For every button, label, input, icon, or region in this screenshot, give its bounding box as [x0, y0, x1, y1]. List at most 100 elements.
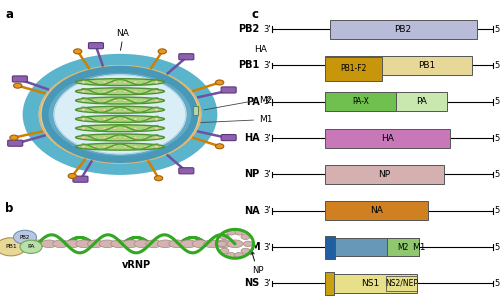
- Circle shape: [154, 176, 163, 181]
- Circle shape: [74, 49, 82, 54]
- Circle shape: [154, 81, 158, 83]
- Circle shape: [102, 108, 106, 111]
- Ellipse shape: [220, 234, 229, 239]
- Text: a: a: [5, 8, 13, 20]
- Text: NA: NA: [116, 29, 129, 38]
- Text: NS1: NS1: [362, 279, 380, 288]
- Ellipse shape: [122, 240, 138, 248]
- Ellipse shape: [45, 69, 195, 160]
- Ellipse shape: [218, 241, 226, 247]
- Text: 3': 3': [263, 279, 270, 288]
- Circle shape: [216, 80, 224, 85]
- Ellipse shape: [76, 143, 164, 150]
- Circle shape: [123, 136, 128, 139]
- FancyBboxPatch shape: [8, 140, 22, 146]
- Text: PA: PA: [246, 97, 260, 107]
- Text: HA: HA: [381, 134, 394, 143]
- Ellipse shape: [76, 134, 164, 141]
- Circle shape: [82, 90, 86, 93]
- Circle shape: [102, 90, 106, 93]
- Circle shape: [154, 118, 158, 120]
- Text: 5': 5': [494, 97, 500, 106]
- Text: PB2: PB2: [20, 235, 30, 240]
- Text: M1: M1: [259, 116, 272, 124]
- Text: 3': 3': [263, 170, 270, 179]
- Circle shape: [102, 145, 106, 148]
- Ellipse shape: [204, 240, 220, 248]
- Circle shape: [154, 145, 158, 148]
- Text: PA-X: PA-X: [352, 97, 368, 106]
- Ellipse shape: [76, 116, 164, 123]
- FancyBboxPatch shape: [73, 176, 88, 182]
- Ellipse shape: [52, 240, 68, 248]
- FancyBboxPatch shape: [88, 43, 104, 49]
- Text: HA: HA: [244, 133, 260, 143]
- FancyBboxPatch shape: [179, 168, 194, 174]
- Text: PA: PA: [416, 97, 427, 106]
- Circle shape: [134, 81, 138, 83]
- Circle shape: [134, 99, 138, 102]
- Text: NS: NS: [244, 278, 260, 288]
- Text: NP: NP: [244, 169, 260, 179]
- Bar: [325, 129, 450, 147]
- Ellipse shape: [28, 59, 212, 170]
- Ellipse shape: [241, 248, 250, 254]
- Text: 5': 5': [494, 134, 500, 143]
- Text: 3': 3': [263, 134, 270, 143]
- Text: vRNP: vRNP: [122, 260, 151, 271]
- Text: 5': 5': [494, 25, 500, 34]
- Ellipse shape: [192, 240, 208, 248]
- Bar: [386, 276, 416, 291]
- Ellipse shape: [227, 240, 243, 248]
- Bar: [325, 92, 448, 111]
- Bar: [330, 20, 476, 39]
- Circle shape: [82, 127, 86, 129]
- Circle shape: [158, 49, 166, 54]
- Circle shape: [144, 99, 148, 102]
- Circle shape: [92, 136, 96, 139]
- Text: HA: HA: [254, 45, 267, 54]
- Ellipse shape: [226, 253, 235, 258]
- Circle shape: [154, 127, 158, 129]
- Text: 3': 3': [263, 61, 270, 70]
- Circle shape: [102, 81, 106, 83]
- Circle shape: [92, 90, 96, 93]
- Ellipse shape: [41, 240, 57, 248]
- Bar: [325, 201, 428, 220]
- Circle shape: [0, 238, 26, 256]
- Circle shape: [112, 145, 117, 148]
- Circle shape: [134, 136, 138, 139]
- Circle shape: [154, 136, 158, 139]
- Circle shape: [134, 90, 138, 93]
- Circle shape: [82, 145, 86, 148]
- Circle shape: [134, 108, 138, 111]
- Circle shape: [112, 136, 117, 139]
- Circle shape: [112, 90, 117, 93]
- Ellipse shape: [180, 240, 196, 248]
- Ellipse shape: [76, 240, 92, 248]
- Circle shape: [154, 90, 158, 93]
- Bar: [325, 165, 444, 184]
- Ellipse shape: [24, 57, 216, 172]
- Circle shape: [10, 135, 18, 140]
- Text: M2: M2: [259, 96, 272, 105]
- Bar: [387, 238, 419, 256]
- Text: PB1: PB1: [5, 244, 17, 249]
- Circle shape: [144, 136, 148, 139]
- Circle shape: [144, 81, 148, 83]
- Circle shape: [102, 99, 106, 102]
- Ellipse shape: [64, 240, 80, 248]
- Ellipse shape: [76, 97, 164, 104]
- Circle shape: [216, 144, 224, 149]
- Text: NA: NA: [244, 206, 260, 216]
- Text: 3': 3': [263, 97, 270, 106]
- Circle shape: [134, 145, 138, 148]
- Bar: [325, 236, 334, 259]
- Ellipse shape: [234, 230, 244, 235]
- Circle shape: [144, 145, 148, 148]
- Circle shape: [20, 240, 42, 253]
- Text: M2: M2: [398, 243, 409, 252]
- Ellipse shape: [40, 66, 200, 163]
- Ellipse shape: [216, 240, 232, 248]
- Circle shape: [112, 99, 117, 102]
